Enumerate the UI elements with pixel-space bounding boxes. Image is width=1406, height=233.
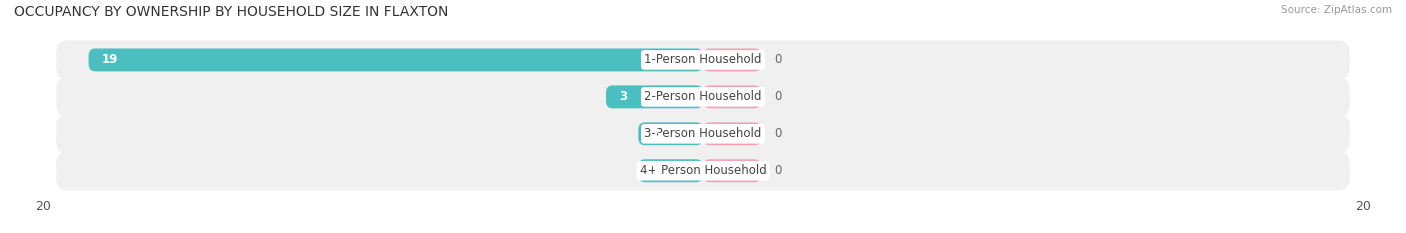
Text: 0: 0 <box>775 90 782 103</box>
FancyBboxPatch shape <box>56 77 1350 116</box>
FancyBboxPatch shape <box>638 122 703 145</box>
Text: Source: ZipAtlas.com: Source: ZipAtlas.com <box>1281 5 1392 15</box>
FancyBboxPatch shape <box>56 40 1350 79</box>
Text: 2-Person Household: 2-Person Household <box>644 90 762 103</box>
Text: 20: 20 <box>1355 200 1371 213</box>
FancyBboxPatch shape <box>606 86 703 108</box>
Text: 20: 20 <box>35 200 51 213</box>
FancyBboxPatch shape <box>703 159 761 182</box>
Text: 3: 3 <box>619 90 627 103</box>
Text: OCCUPANCY BY OWNERSHIP BY HOUSEHOLD SIZE IN FLAXTON: OCCUPANCY BY OWNERSHIP BY HOUSEHOLD SIZE… <box>14 5 449 19</box>
Text: 0: 0 <box>775 127 782 140</box>
Text: 4+ Person Household: 4+ Person Household <box>640 164 766 177</box>
Text: 19: 19 <box>101 53 118 66</box>
Text: 1-Person Household: 1-Person Household <box>644 53 762 66</box>
FancyBboxPatch shape <box>56 151 1350 190</box>
Legend: Owner-occupied, Renter-occupied: Owner-occupied, Renter-occupied <box>565 230 841 233</box>
FancyBboxPatch shape <box>703 86 761 108</box>
Text: 0: 0 <box>775 53 782 66</box>
FancyBboxPatch shape <box>56 114 1350 153</box>
Text: 2: 2 <box>651 127 659 140</box>
FancyBboxPatch shape <box>638 159 703 182</box>
FancyBboxPatch shape <box>89 48 703 71</box>
FancyBboxPatch shape <box>703 48 761 71</box>
FancyBboxPatch shape <box>703 122 761 145</box>
Text: 0: 0 <box>775 164 782 177</box>
Text: 3-Person Household: 3-Person Household <box>644 127 762 140</box>
Text: 2: 2 <box>651 164 659 177</box>
